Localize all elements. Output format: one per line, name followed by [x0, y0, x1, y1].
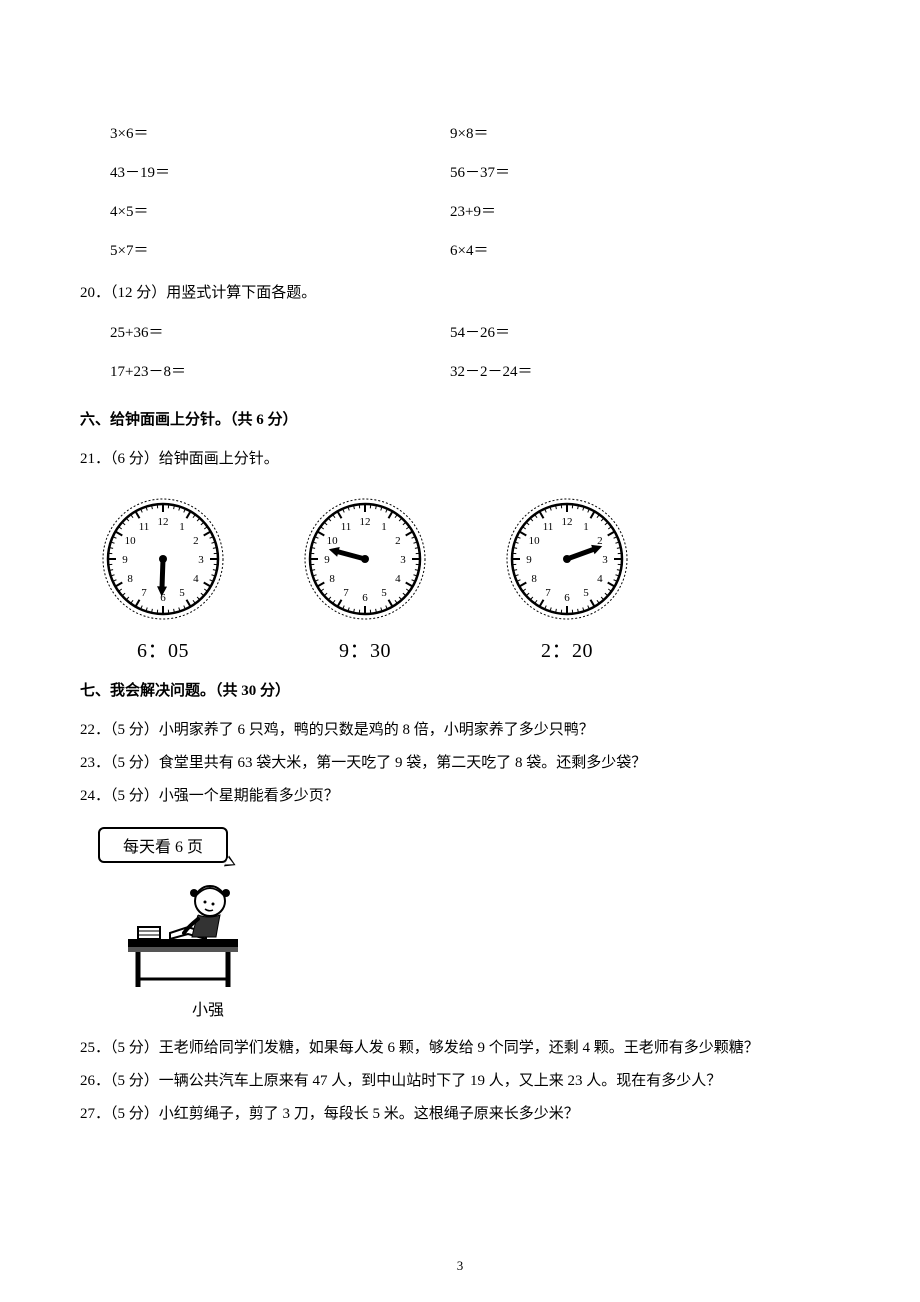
- vertical-calc-grid: 25+36＝ 54－26＝ 17+23－8＝ 32－2－24＝: [80, 314, 840, 392]
- question-25: 25．（5 分）王老师给同学们发糖，如果每人发 6 颗，够发给 9 个同学，还剩…: [80, 1032, 840, 1065]
- svg-text:1: 1: [583, 521, 589, 533]
- section-6-title: 六、给钟面画上分针。（共 6 分）: [80, 404, 840, 437]
- page-number: 3: [0, 1258, 920, 1274]
- clock-label: 6：05: [137, 634, 189, 663]
- clock-3: 12 12 3 45 6 78 9 1011 2：20: [502, 494, 632, 663]
- svg-text:10: 10: [327, 535, 339, 547]
- clock-face-icon: 12 12 3 45 6 78 9 1011: [502, 494, 632, 624]
- svg-text:12: 12: [562, 516, 573, 528]
- speech-bubble: 每天看 6 页: [98, 827, 228, 863]
- svg-text:9: 9: [122, 554, 128, 566]
- speech-text: 每天看 6 页: [123, 839, 203, 856]
- svg-text:5: 5: [179, 587, 185, 599]
- math-item: 23+9＝: [450, 193, 790, 232]
- svg-text:3: 3: [400, 554, 406, 566]
- clock-2: 12 12 3 45 6 78 9 1011 9：30: [300, 494, 430, 663]
- svg-text:1: 1: [381, 521, 387, 533]
- question-22: 22．（5 分）小明家养了 6 只鸡，鸭的只数是鸡的 8 倍，小明家养了多少只鸭…: [80, 714, 840, 747]
- svg-text:7: 7: [343, 587, 349, 599]
- svg-text:2: 2: [193, 535, 199, 547]
- svg-text:4: 4: [395, 573, 401, 585]
- svg-text:5: 5: [583, 587, 589, 599]
- clock-1: 121234567891011 6：05: [98, 494, 228, 663]
- svg-text:4: 4: [597, 573, 603, 585]
- svg-text:11: 11: [543, 521, 554, 533]
- svg-text:10: 10: [125, 535, 137, 547]
- question-21: 21．（6 分）给钟面画上分针。: [80, 443, 840, 476]
- clock-face-icon: 121234567891011: [98, 494, 228, 624]
- svg-text:3: 3: [602, 554, 608, 566]
- math-item: 5×7＝: [110, 232, 450, 271]
- question-26: 26．（5 分）一辆公共汽车上原来有 47 人，到中山站时下了 19 人，又上来…: [80, 1065, 840, 1098]
- svg-text:1: 1: [179, 521, 185, 533]
- clock-face-icon: 12 12 3 45 6 78 9 1011: [300, 494, 430, 624]
- clock-label: 9：30: [339, 634, 391, 663]
- svg-text:12: 12: [158, 516, 169, 528]
- svg-text:6: 6: [362, 592, 368, 604]
- question-24: 24．（5 分）小强一个星期能看多少页？: [80, 780, 840, 813]
- section-7-title: 七、我会解决问题。（共 30 分）: [80, 675, 840, 708]
- student-reading-icon: [98, 869, 268, 989]
- svg-text:2: 2: [395, 535, 401, 547]
- math-item: 32－2－24＝: [450, 353, 790, 392]
- math-item: 9×8＝: [450, 115, 790, 154]
- question-20: 20．（12 分）用竖式计算下面各题。: [80, 277, 840, 310]
- svg-text:11: 11: [341, 521, 352, 533]
- svg-text:6: 6: [564, 592, 570, 604]
- svg-text:4: 4: [193, 573, 199, 585]
- svg-text:2: 2: [597, 535, 603, 547]
- svg-text:9: 9: [324, 554, 330, 566]
- svg-text:8: 8: [531, 573, 537, 585]
- svg-text:9: 9: [526, 554, 532, 566]
- question-23: 23．（5 分）食堂里共有 63 袋大米，第一天吃了 9 袋，第二天吃了 8 袋…: [80, 747, 840, 780]
- math-item: 43－19＝: [110, 154, 450, 193]
- math-item: 3×6＝: [110, 115, 450, 154]
- svg-text:5: 5: [381, 587, 387, 599]
- student-illustration: 每天看 6 页 小强: [98, 827, 278, 1020]
- clock-row: 121234567891011 6：05 121234567891011 9：3…: [98, 494, 840, 663]
- svg-text:8: 8: [127, 573, 133, 585]
- svg-text:7: 7: [545, 587, 551, 599]
- clock-label: 2：20: [541, 634, 593, 663]
- svg-text:10: 10: [529, 535, 541, 547]
- svg-text:7: 7: [141, 587, 147, 599]
- svg-text:3: 3: [198, 554, 204, 566]
- student-name: 小强: [98, 996, 278, 1020]
- math-item: 54－26＝: [450, 314, 790, 353]
- svg-text:11: 11: [139, 521, 150, 533]
- math-item: 17+23－8＝: [110, 353, 450, 392]
- math-item: 56－37＝: [450, 154, 790, 193]
- math-item: 4×5＝: [110, 193, 450, 232]
- math-item: 25+36＝: [110, 314, 450, 353]
- math-item: 6×4＝: [450, 232, 790, 271]
- svg-text:8: 8: [329, 573, 335, 585]
- svg-text:12: 12: [360, 516, 371, 528]
- question-27: 27．（5 分）小红剪绳子，剪了 3 刀，每段长 5 米。这根绳子原来长多少米？: [80, 1098, 840, 1131]
- math-practice-grid: 3×6＝ 9×8＝ 43－19＝ 56－37＝ 4×5＝ 23+9＝ 5×7＝ …: [80, 115, 840, 271]
